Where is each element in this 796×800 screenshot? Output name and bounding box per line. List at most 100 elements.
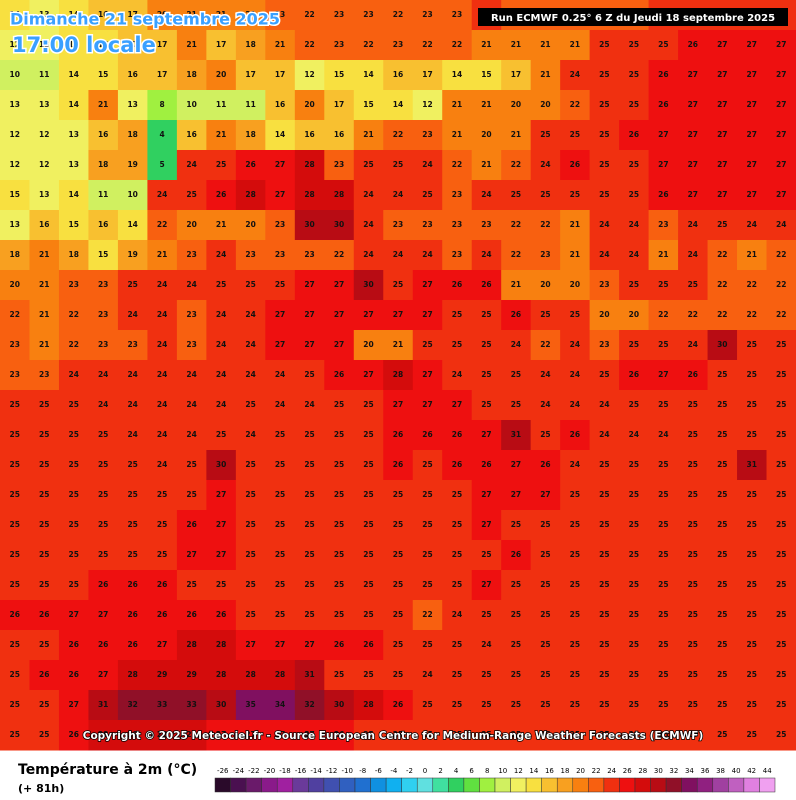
- temperature-cell: [147, 690, 178, 721]
- temperature-value: 25: [599, 460, 609, 469]
- temperature-cell: [265, 360, 296, 391]
- temperature-cell: [707, 30, 738, 61]
- temperature-value: 21: [39, 310, 49, 319]
- scale-cell: [572, 777, 589, 793]
- temperature-cell: [471, 480, 502, 511]
- temperature-cell: [294, 720, 325, 751]
- temperature-cell: [619, 330, 650, 361]
- temperature-value: 25: [363, 400, 373, 409]
- temperature-value: 25: [629, 490, 639, 499]
- scale-cell: [556, 777, 574, 793]
- temperature-value: 25: [245, 490, 255, 499]
- temperature-cell: [117, 330, 148, 361]
- temperature-cell: [737, 720, 768, 751]
- scale-label: 38: [716, 767, 725, 775]
- temperature-value: 25: [422, 460, 432, 469]
- temperature-cell: [766, 510, 796, 541]
- temperature-cell: [412, 390, 443, 421]
- scale-cell: [401, 777, 418, 793]
- temperature-value: 27: [304, 730, 314, 739]
- scale-cell: [354, 777, 371, 793]
- temperature-cell: [206, 210, 237, 241]
- temperature-cell: [117, 300, 148, 331]
- temperature-cell: [29, 60, 60, 91]
- temperature-cell: [707, 330, 738, 361]
- temperature-value: 25: [98, 490, 108, 499]
- temperature-cell: [235, 210, 266, 241]
- temperature-value: 13: [68, 160, 78, 169]
- temperature-cell: [471, 240, 502, 271]
- temperature-value: 24: [127, 400, 137, 409]
- temperature-value: 27: [688, 190, 698, 199]
- temperature-cell: [0, 240, 30, 271]
- temperature-cell: [353, 90, 384, 121]
- temperature-cell: [58, 30, 89, 61]
- temperature-cell: [560, 630, 591, 661]
- temperature-value: 23: [186, 310, 196, 319]
- temperature-value: 25: [186, 490, 196, 499]
- temperature-cell: [353, 300, 384, 331]
- temperature-cell: [678, 240, 709, 271]
- temperature-cell: [29, 0, 60, 31]
- map-date: Dimanche 21 septembre 2025: [10, 10, 280, 29]
- temperature-cell: [766, 180, 796, 211]
- temperature-value: 25: [334, 490, 344, 499]
- temperature-value: 20: [363, 340, 373, 349]
- temperature-cell: [707, 600, 738, 631]
- temperature-value: 27: [98, 670, 108, 679]
- temperature-value: 25: [629, 640, 639, 649]
- temperature-cell: [117, 480, 148, 511]
- temperature-cell: [176, 480, 207, 511]
- temperature-cell: [737, 480, 768, 511]
- temperature-value: 26: [10, 610, 20, 619]
- temperature-cell: [265, 420, 296, 451]
- temperature-cell: [530, 510, 561, 541]
- temperature-cell: [206, 150, 237, 181]
- temperature-cell: [88, 90, 119, 121]
- temperature-value: 13: [39, 40, 49, 49]
- temperature-value: 25: [245, 580, 255, 589]
- temperature-cell: [560, 480, 591, 511]
- temperature-cell: [176, 660, 207, 691]
- temperature-value: 24: [747, 220, 757, 229]
- temperature-cell: [294, 360, 325, 391]
- temperature-value: 26: [688, 40, 698, 49]
- temperature-cell: [707, 450, 738, 481]
- temperature-cell: [383, 150, 414, 181]
- temperature-value: 5: [160, 160, 165, 169]
- temperature-value: 26: [540, 460, 550, 469]
- temperature-cell: [766, 360, 796, 391]
- temperature-cell: [530, 240, 561, 271]
- temperature-cell: [235, 660, 266, 691]
- temperature-value: 25: [363, 490, 373, 499]
- temperature-cell: [176, 30, 207, 61]
- temperature-cell: [58, 0, 89, 31]
- temperature-cell: [737, 450, 768, 481]
- temperature-cell: [619, 630, 650, 661]
- temperature-cell: [589, 150, 620, 181]
- temperature-cell: [235, 180, 266, 211]
- temperature-value: 26: [570, 160, 580, 169]
- temperature-value: 26: [216, 190, 226, 199]
- temperature-value: 25: [599, 700, 609, 709]
- temperature-value: 12: [422, 100, 432, 109]
- scale-cell: [525, 777, 542, 793]
- temperature-value: 25: [39, 640, 49, 649]
- temperature-value: 25: [599, 100, 609, 109]
- temperature-cell: [766, 60, 796, 91]
- temperature-cell: [88, 300, 119, 331]
- temperature-value: 8: [160, 100, 165, 109]
- temperature-value: 25: [39, 730, 49, 739]
- temperature-cell: [383, 360, 414, 391]
- temperature-value: 25: [39, 400, 49, 409]
- temperature-cell: [58, 570, 89, 601]
- temperature-cell: [471, 270, 502, 301]
- temperature-value: 23: [540, 250, 550, 259]
- scale-label: 36: [701, 767, 710, 775]
- temperature-cell: [678, 570, 709, 601]
- temperature-cell: [206, 720, 237, 751]
- temperature-cell: [560, 90, 591, 121]
- temperature-cell: [501, 480, 532, 511]
- temperature-value: 25: [570, 490, 580, 499]
- temperature-cell: [471, 540, 502, 571]
